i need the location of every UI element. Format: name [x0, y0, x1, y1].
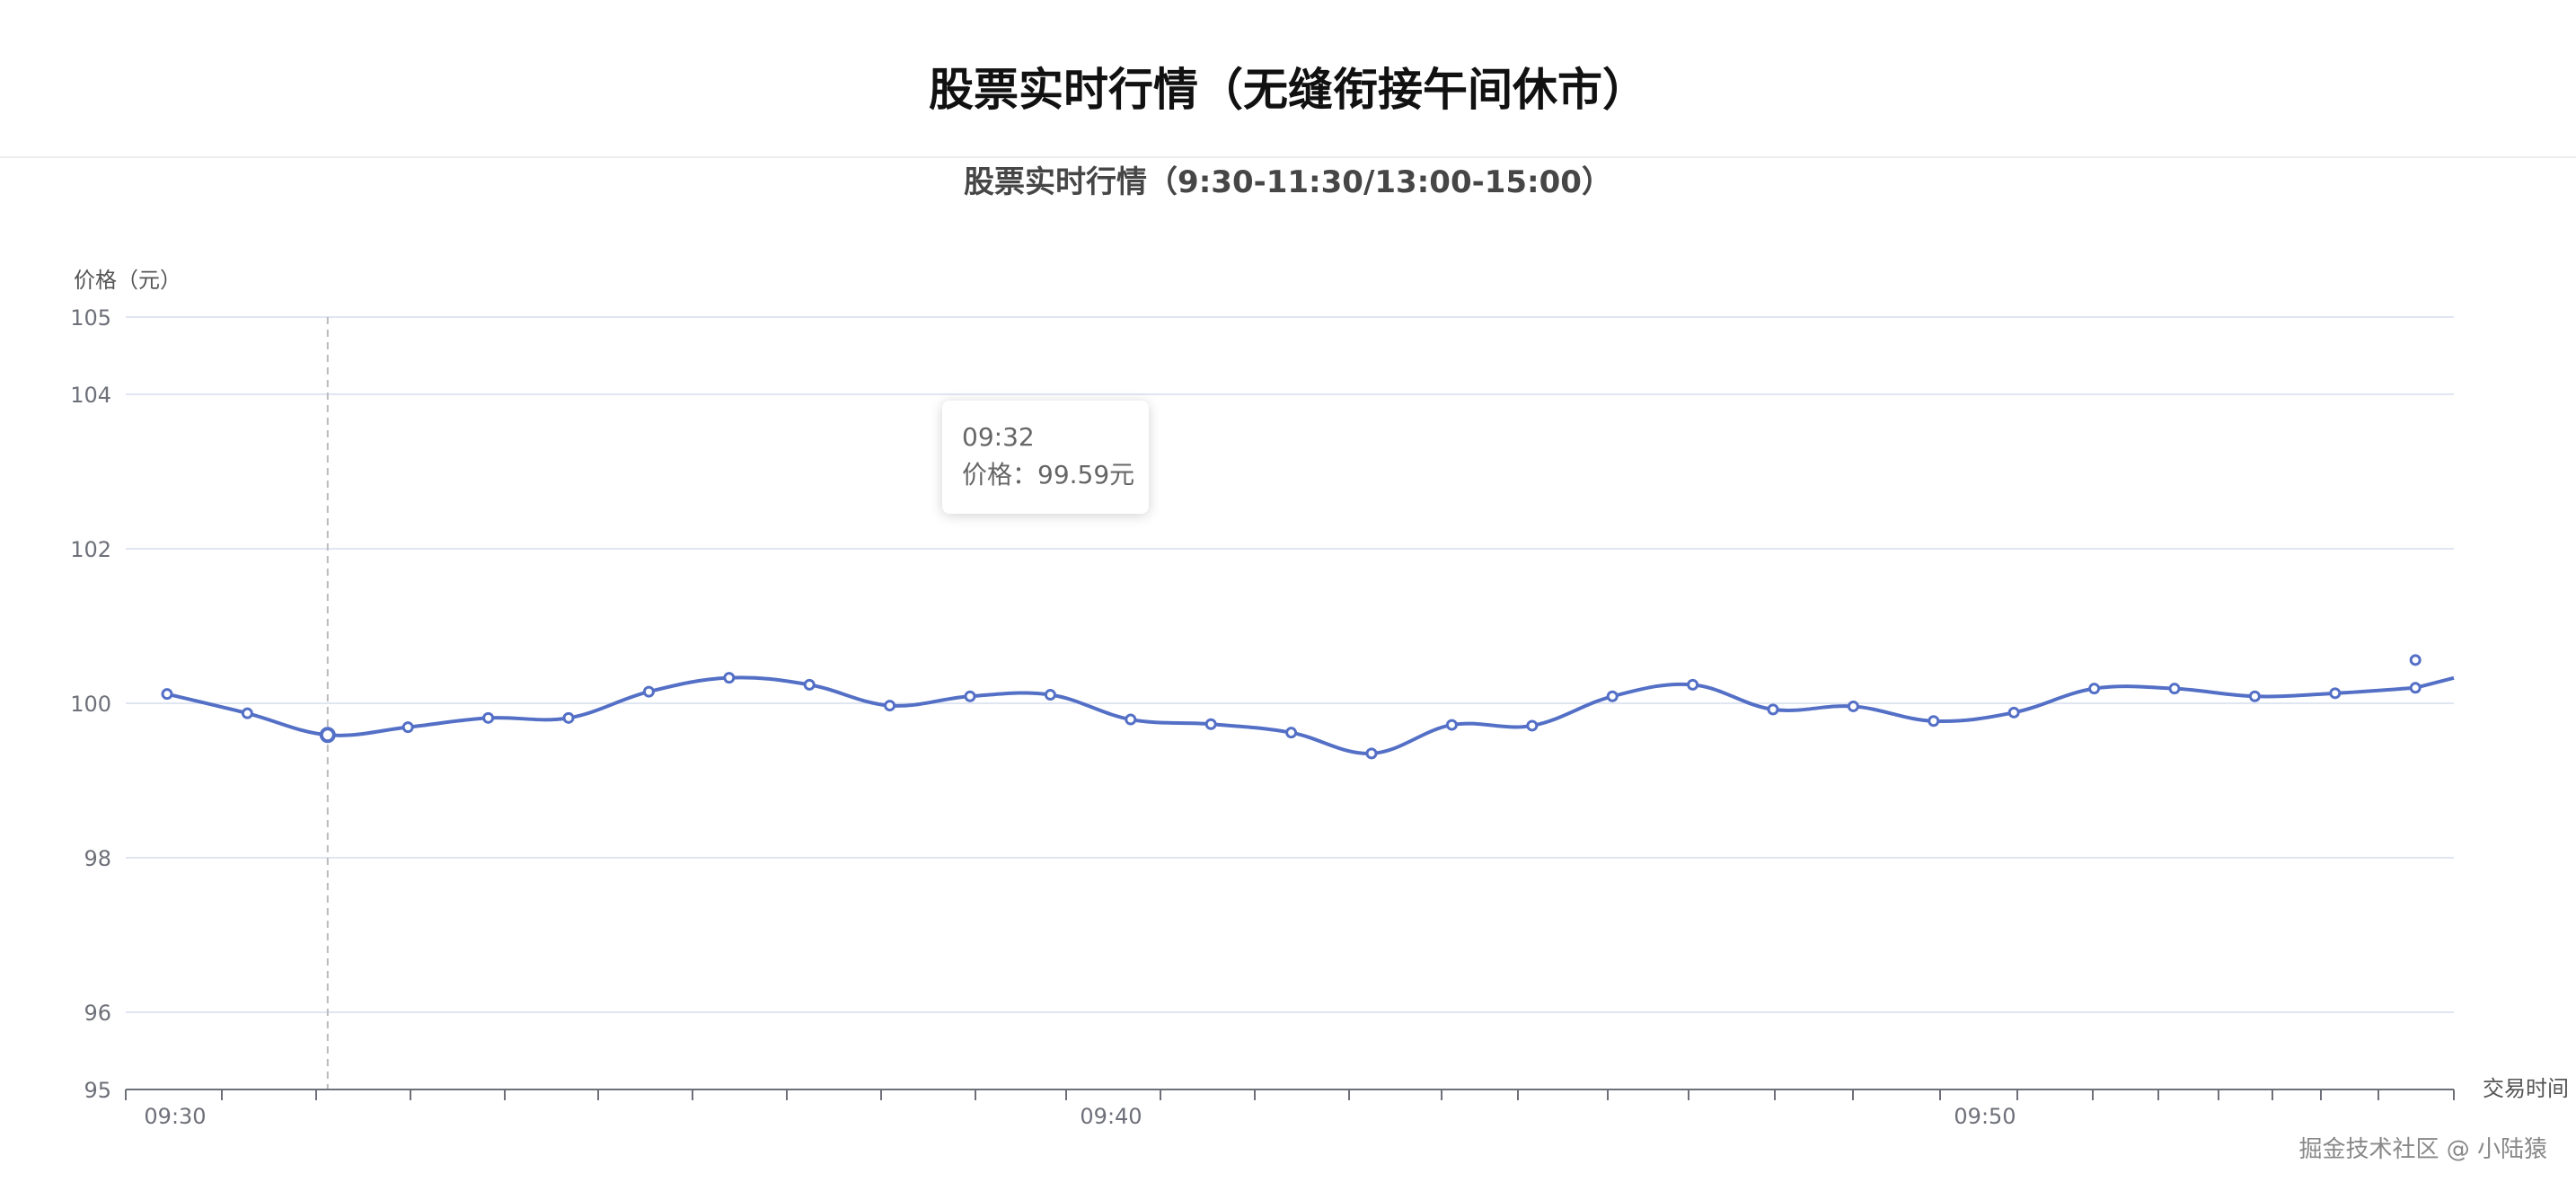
data-point: [1687, 678, 1699, 691]
y-tick-label: 98: [84, 846, 111, 871]
x-tick-label: 09:30: [144, 1104, 206, 1129]
data-point: [1767, 703, 1779, 716]
x-tick-label: 09:40: [1080, 1104, 1142, 1129]
data-point: [1445, 719, 1458, 731]
x-tick-label: 09:50: [1954, 1104, 2016, 1129]
y-tick-label: 96: [84, 1001, 111, 1026]
data-point: [2248, 690, 2261, 702]
data-point: [1285, 727, 1298, 739]
data-point: [1204, 718, 1217, 730]
data-point: [1928, 715, 1940, 728]
data-point: [1526, 719, 1539, 732]
series-layer: [166, 675, 2455, 755]
data-point: [1606, 690, 1619, 702]
data-point: [964, 690, 976, 702]
tooltip-price: 价格：99.59元: [962, 460, 1135, 490]
grid-lines: [126, 316, 2454, 1089]
data-point: [884, 700, 896, 712]
data-point: [1125, 713, 1137, 726]
y-tick-label: 105: [70, 305, 111, 331]
data-point: [803, 678, 816, 691]
data-point: [1365, 747, 1378, 760]
data-point: [2168, 683, 2181, 695]
price-series-line: [166, 675, 2455, 755]
y-tick-label: 104: [70, 383, 111, 408]
tooltip-time: 09:32: [962, 422, 1035, 452]
data-point: [482, 711, 495, 724]
data-point: [241, 707, 253, 719]
chart-tooltip: 09:32 价格：99.59元: [942, 401, 1149, 514]
data-points: [161, 654, 2422, 760]
chart-title: 股票实时行情（9:30-11:30/13:00-15:00）: [964, 164, 1612, 200]
data-point: [1044, 689, 1056, 701]
data-point: [401, 721, 414, 734]
watermark-text: 掘金技术社区 @ 小陆猿: [2298, 1136, 2547, 1163]
y-axis-label: 价格（元）: [74, 268, 181, 293]
data-point: [319, 727, 336, 744]
data-point: [562, 711, 575, 724]
data-point: [723, 672, 736, 684]
data-point: [2409, 682, 2422, 694]
data-point: [2409, 654, 2422, 666]
header-divider: [0, 156, 2576, 158]
data-point: [161, 688, 173, 701]
data-point: [1847, 700, 1859, 712]
data-point: [2329, 687, 2342, 700]
page-title: 股票实时行情（无缝衔接午间休市）: [929, 64, 1647, 116]
y-tick-label: 95: [84, 1078, 111, 1103]
data-point: [2007, 706, 2020, 719]
y-tick-label: 100: [70, 692, 111, 717]
axes: 95 96 98 100 102 104 105 09:30 09:40 09:50: [70, 305, 2455, 1129]
y-tick-label: 102: [70, 537, 111, 562]
x-axis-label: 交易时间: [2483, 1076, 2569, 1101]
data-point: [2088, 683, 2101, 695]
data-point: [642, 685, 655, 698]
